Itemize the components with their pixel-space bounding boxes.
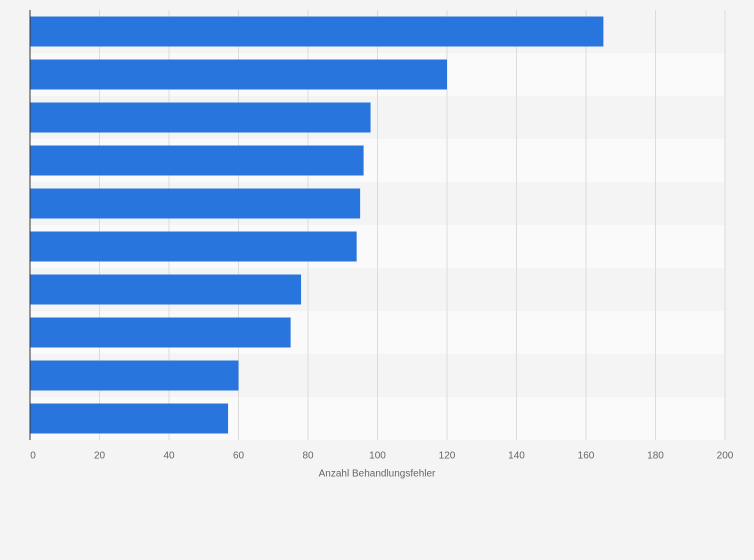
x-tick-label: 200 [717,451,734,462]
x-axis-label: Anzahl Behandlungsfehler [319,469,436,480]
x-tick-label: 0 [30,451,36,462]
x-tick-label: 60 [233,451,245,462]
bar [30,360,239,391]
bar [30,274,302,305]
x-tick-label: 180 [647,451,664,462]
x-tick-label: 40 [163,451,175,462]
bar [30,145,364,176]
bar [30,317,291,348]
x-tick-label: 120 [439,451,456,462]
x-tick-label: 100 [369,451,386,462]
bar [30,16,604,47]
bar [30,59,447,90]
x-tick-label: 160 [578,451,595,462]
bar [30,403,229,434]
x-tick-label: 20 [94,451,106,462]
x-tick-label: 140 [508,451,525,462]
bar [30,231,357,262]
bar [30,102,371,133]
bar [30,188,361,219]
x-tick-label: 80 [302,451,314,462]
